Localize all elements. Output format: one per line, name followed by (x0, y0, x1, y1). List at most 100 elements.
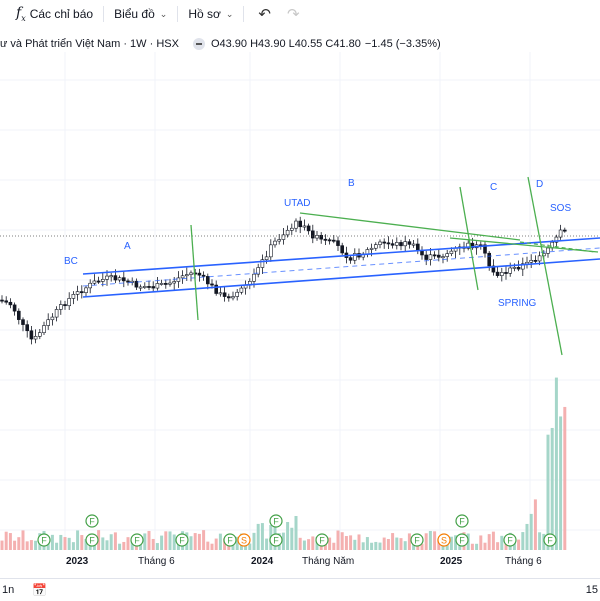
volume-bar (134, 543, 138, 550)
label-c[interactable]: C (490, 182, 498, 193)
label-spring[interactable]: SPRING (498, 298, 537, 309)
indicators-label: Các chỉ báo (29, 7, 94, 21)
time-range-label[interactable]: 15 (585, 584, 598, 596)
label-bc[interactable]: BC (64, 256, 78, 267)
projection-line[interactable] (519, 241, 596, 253)
chart-menu-label: Biểu đồ (114, 7, 155, 21)
candle-body (323, 238, 328, 241)
candle-body (268, 244, 273, 258)
volume-bar (189, 536, 193, 550)
ohlc-low: L40.55 (288, 38, 323, 50)
volume-bar (344, 536, 348, 550)
label-a[interactable]: A (124, 241, 131, 252)
bottom-toolbar: 1n 📅 15 (0, 578, 600, 601)
candle-body (378, 241, 382, 245)
ohlc-close: C41.80 (325, 38, 361, 50)
f-marker-text: F (547, 536, 553, 546)
label-sos[interactable]: SOS (550, 203, 572, 214)
volume-bar (357, 534, 361, 550)
symbol-title[interactable]: ư và Phát triển Việt Nam · 1W · HSX (0, 38, 179, 50)
candle-body (164, 283, 168, 285)
candle-body (382, 241, 387, 244)
phase-divider-a-b[interactable] (190, 224, 199, 321)
volume-bar (407, 533, 411, 550)
candle-body (46, 319, 51, 326)
x-tick-jun-2025: Tháng 6 (505, 556, 542, 567)
volume-bar (483, 542, 487, 550)
candle-body (239, 287, 244, 293)
volume-bar (521, 532, 525, 550)
volume-bar (403, 541, 407, 550)
volume-bar (504, 540, 508, 550)
x-tick-jun-2023: Tháng 6 (138, 556, 175, 567)
phase-divider-c-d[interactable] (527, 176, 563, 356)
f-marker (85, 514, 99, 528)
candle-body (331, 239, 336, 242)
candle-body (113, 275, 118, 281)
label-d[interactable]: D (536, 179, 544, 190)
volume-bar (332, 542, 336, 550)
volume-bars (0, 377, 567, 550)
candle-body (71, 294, 76, 299)
candle-body (470, 242, 475, 249)
chart-menu-button[interactable]: Biểu đồ ⌄ (108, 0, 173, 28)
candle-body (306, 225, 311, 232)
volume-bar (17, 537, 21, 550)
candle-body (176, 277, 181, 282)
candle-body (180, 275, 185, 279)
channel-lower-line[interactable] (82, 258, 600, 298)
candle-body (546, 247, 550, 254)
candle-body (25, 324, 30, 332)
toolbar-divider (177, 6, 179, 22)
redo-icon[interactable]: ↷ (287, 6, 300, 23)
f-marker (130, 533, 144, 547)
indicators-button[interactable]: fx Các chỉ báo (0, 0, 99, 28)
f-marker (503, 533, 517, 547)
candle-body (281, 234, 286, 240)
candle-body (201, 274, 206, 277)
ohlc-change: −1.45 (−3.35%) (364, 38, 441, 50)
toolbar-divider (103, 6, 105, 22)
candle-body (491, 265, 496, 273)
profile-menu-button[interactable]: Hồ sơ ⌄ (182, 0, 239, 28)
candle-body (96, 280, 101, 283)
f-marker-text: F (507, 536, 513, 546)
candle-body (218, 292, 223, 295)
f-marker-text: F (319, 536, 325, 546)
candle-body (449, 250, 454, 254)
volume-bar (378, 542, 382, 550)
hide-legend-icon[interactable] (192, 38, 205, 50)
candle-body (441, 256, 445, 259)
volume-bar (155, 543, 159, 550)
label-b[interactable]: B (348, 178, 355, 189)
volume-bar (294, 516, 298, 550)
f-marker-text: F (89, 536, 95, 546)
undo-icon[interactable]: ↶ (258, 6, 271, 23)
toolbar-divider (243, 6, 245, 22)
volume-bar (160, 535, 164, 550)
volume-bar (416, 543, 420, 550)
volume-bar (412, 543, 416, 550)
volume-bar (164, 531, 168, 550)
candle-body (394, 242, 399, 246)
candle-body (117, 277, 122, 281)
volume-bar (424, 533, 428, 550)
resistance-trendline[interactable] (299, 212, 521, 241)
volume-bar (361, 542, 365, 550)
volume-bar (50, 534, 54, 550)
price-chart[interactable]: F FFF F F FFF F FFF FS S (0, 52, 600, 576)
support-trendline[interactable] (449, 237, 599, 253)
label-utad[interactable]: UTAD (284, 198, 311, 209)
calendar-icon[interactable]: 📅 (32, 583, 48, 597)
candle-body (424, 254, 429, 260)
candle-body (369, 247, 374, 250)
candle-body (285, 230, 290, 236)
volume-bar (206, 541, 210, 550)
interval-1n-button[interactable]: 1n (2, 584, 15, 596)
candle-body (319, 235, 324, 240)
phase-divider-b-c[interactable] (459, 186, 479, 291)
volume-bar (147, 530, 151, 550)
volume-bar (307, 539, 311, 550)
candle-body (352, 253, 357, 261)
volume-bar (76, 530, 80, 550)
